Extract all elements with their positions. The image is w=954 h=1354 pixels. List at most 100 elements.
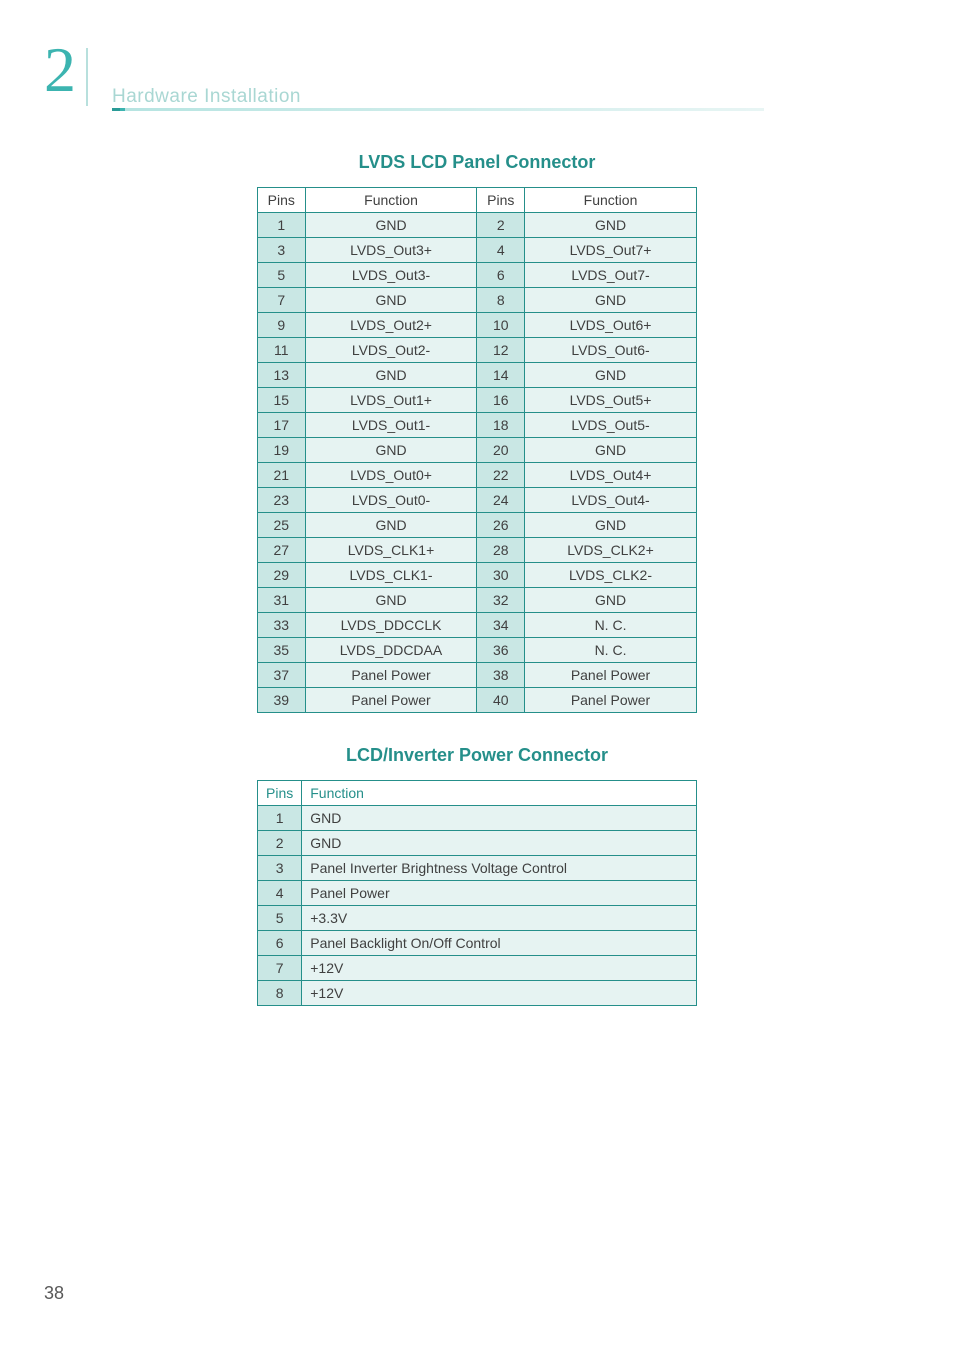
pin-cell: 38 xyxy=(477,663,525,688)
pin-cell: 5 xyxy=(258,263,306,288)
pin-cell: 11 xyxy=(258,338,306,363)
table-row: 3Panel Inverter Brightness Voltage Contr… xyxy=(258,856,697,881)
function-cell: N. C. xyxy=(525,613,697,638)
chapter-number: 2 xyxy=(44,38,76,102)
table-row: 1GND xyxy=(258,806,697,831)
table-row: 8+12V xyxy=(258,981,697,1006)
function-cell: LVDS_Out0+ xyxy=(305,463,477,488)
table-row: 9LVDS_Out2+10LVDS_Out6+ xyxy=(258,313,697,338)
pin-cell: 24 xyxy=(477,488,525,513)
pin-cell: 39 xyxy=(258,688,306,713)
pin-cell: 10 xyxy=(477,313,525,338)
function-cell: GND xyxy=(525,213,697,238)
table-row: 17LVDS_Out1-18LVDS_Out5- xyxy=(258,413,697,438)
pin-cell: 12 xyxy=(477,338,525,363)
section-rule xyxy=(112,108,764,111)
page-header: 2 Hardware Installation xyxy=(0,0,954,120)
header-divider xyxy=(86,48,88,106)
function-cell: Panel Power xyxy=(525,663,697,688)
function-cell: LVDS_Out4- xyxy=(525,488,697,513)
page-number: 38 xyxy=(44,1283,64,1304)
col-header-function: Function xyxy=(302,781,697,806)
table-row: 29LVDS_CLK1-30LVDS_CLK2- xyxy=(258,563,697,588)
pin-cell: 1 xyxy=(258,213,306,238)
function-cell: Panel Power xyxy=(302,881,697,906)
pin-cell: 18 xyxy=(477,413,525,438)
function-cell: LVDS_Out5+ xyxy=(525,388,697,413)
pin-cell: 19 xyxy=(258,438,306,463)
lvds-table-heading: LVDS LCD Panel Connector xyxy=(0,152,954,173)
pin-cell: 28 xyxy=(477,538,525,563)
pin-cell: 4 xyxy=(258,881,302,906)
function-cell: LVDS_CLK1- xyxy=(305,563,477,588)
function-cell: LVDS_Out7- xyxy=(525,263,697,288)
function-cell: GND xyxy=(305,438,477,463)
col-header-pins: Pins xyxy=(258,781,302,806)
table-row: 35LVDS_DDCDAA36N. C. xyxy=(258,638,697,663)
pin-cell: 14 xyxy=(477,363,525,388)
table-row: 4Panel Power xyxy=(258,881,697,906)
function-cell: LVDS_Out6- xyxy=(525,338,697,363)
table-row: 33LVDS_DDCCLK34N. C. xyxy=(258,613,697,638)
pin-cell: 15 xyxy=(258,388,306,413)
function-cell: GND xyxy=(305,288,477,313)
lvds-table: Pins Function Pins Function 1GND2GND3LVD… xyxy=(257,187,697,713)
function-cell: Panel Backlight On/Off Control xyxy=(302,931,697,956)
power-table: Pins Function 1GND2GND3Panel Inverter Br… xyxy=(257,780,697,1006)
table-row: 3LVDS_Out3+4LVDS_Out7+ xyxy=(258,238,697,263)
function-cell: GND xyxy=(302,831,697,856)
table-row: 19GND20GND xyxy=(258,438,697,463)
pin-cell: 29 xyxy=(258,563,306,588)
pin-cell: 2 xyxy=(258,831,302,856)
pin-cell: 26 xyxy=(477,513,525,538)
function-cell: GND xyxy=(525,438,697,463)
pin-cell: 6 xyxy=(477,263,525,288)
pin-cell: 8 xyxy=(258,981,302,1006)
section-title: Hardware Installation xyxy=(112,86,301,107)
table-row: 27LVDS_CLK1+28LVDS_CLK2+ xyxy=(258,538,697,563)
pin-cell: 35 xyxy=(258,638,306,663)
function-cell: LVDS_DDCDAA xyxy=(305,638,477,663)
function-cell: LVDS_Out3- xyxy=(305,263,477,288)
pin-cell: 4 xyxy=(477,238,525,263)
pin-cell: 34 xyxy=(477,613,525,638)
table-row: 23LVDS_Out0-24LVDS_Out4- xyxy=(258,488,697,513)
function-cell: LVDS_Out2- xyxy=(305,338,477,363)
table-row: 31GND32GND xyxy=(258,588,697,613)
table-header-row: Pins Function Pins Function xyxy=(258,188,697,213)
function-cell: GND xyxy=(525,588,697,613)
function-cell: LVDS_Out2+ xyxy=(305,313,477,338)
pin-cell: 6 xyxy=(258,931,302,956)
function-cell: LVDS_CLK2- xyxy=(525,563,697,588)
function-cell: Panel Inverter Brightness Voltage Contro… xyxy=(302,856,697,881)
pin-cell: 21 xyxy=(258,463,306,488)
pin-cell: 13 xyxy=(258,363,306,388)
function-cell: +12V xyxy=(302,981,697,1006)
power-table-heading: LCD/Inverter Power Connector xyxy=(0,745,954,766)
function-cell: GND xyxy=(305,363,477,388)
table-row: 11LVDS_Out2-12LVDS_Out6- xyxy=(258,338,697,363)
function-cell: LVDS_Out4+ xyxy=(525,463,697,488)
function-cell: LVDS_Out0- xyxy=(305,488,477,513)
function-cell: GND xyxy=(305,513,477,538)
col-header-function: Function xyxy=(305,188,477,213)
function-cell: GND xyxy=(525,513,697,538)
function-cell: Panel Power xyxy=(305,688,477,713)
table-row: 5+3.3V xyxy=(258,906,697,931)
pin-cell: 40 xyxy=(477,688,525,713)
function-cell: LVDS_Out7+ xyxy=(525,238,697,263)
table-row: 25GND26GND xyxy=(258,513,697,538)
pin-cell: 31 xyxy=(258,588,306,613)
col-header-function: Function xyxy=(525,188,697,213)
function-cell: N. C. xyxy=(525,638,697,663)
pin-cell: 1 xyxy=(258,806,302,831)
function-cell: LVDS_Out1+ xyxy=(305,388,477,413)
table-row: 15LVDS_Out1+16LVDS_Out5+ xyxy=(258,388,697,413)
pin-cell: 33 xyxy=(258,613,306,638)
table-row: 37Panel Power38Panel Power xyxy=(258,663,697,688)
pin-cell: 32 xyxy=(477,588,525,613)
pin-cell: 36 xyxy=(477,638,525,663)
pin-cell: 5 xyxy=(258,906,302,931)
table-row: 7GND8GND xyxy=(258,288,697,313)
function-cell: GND xyxy=(525,363,697,388)
